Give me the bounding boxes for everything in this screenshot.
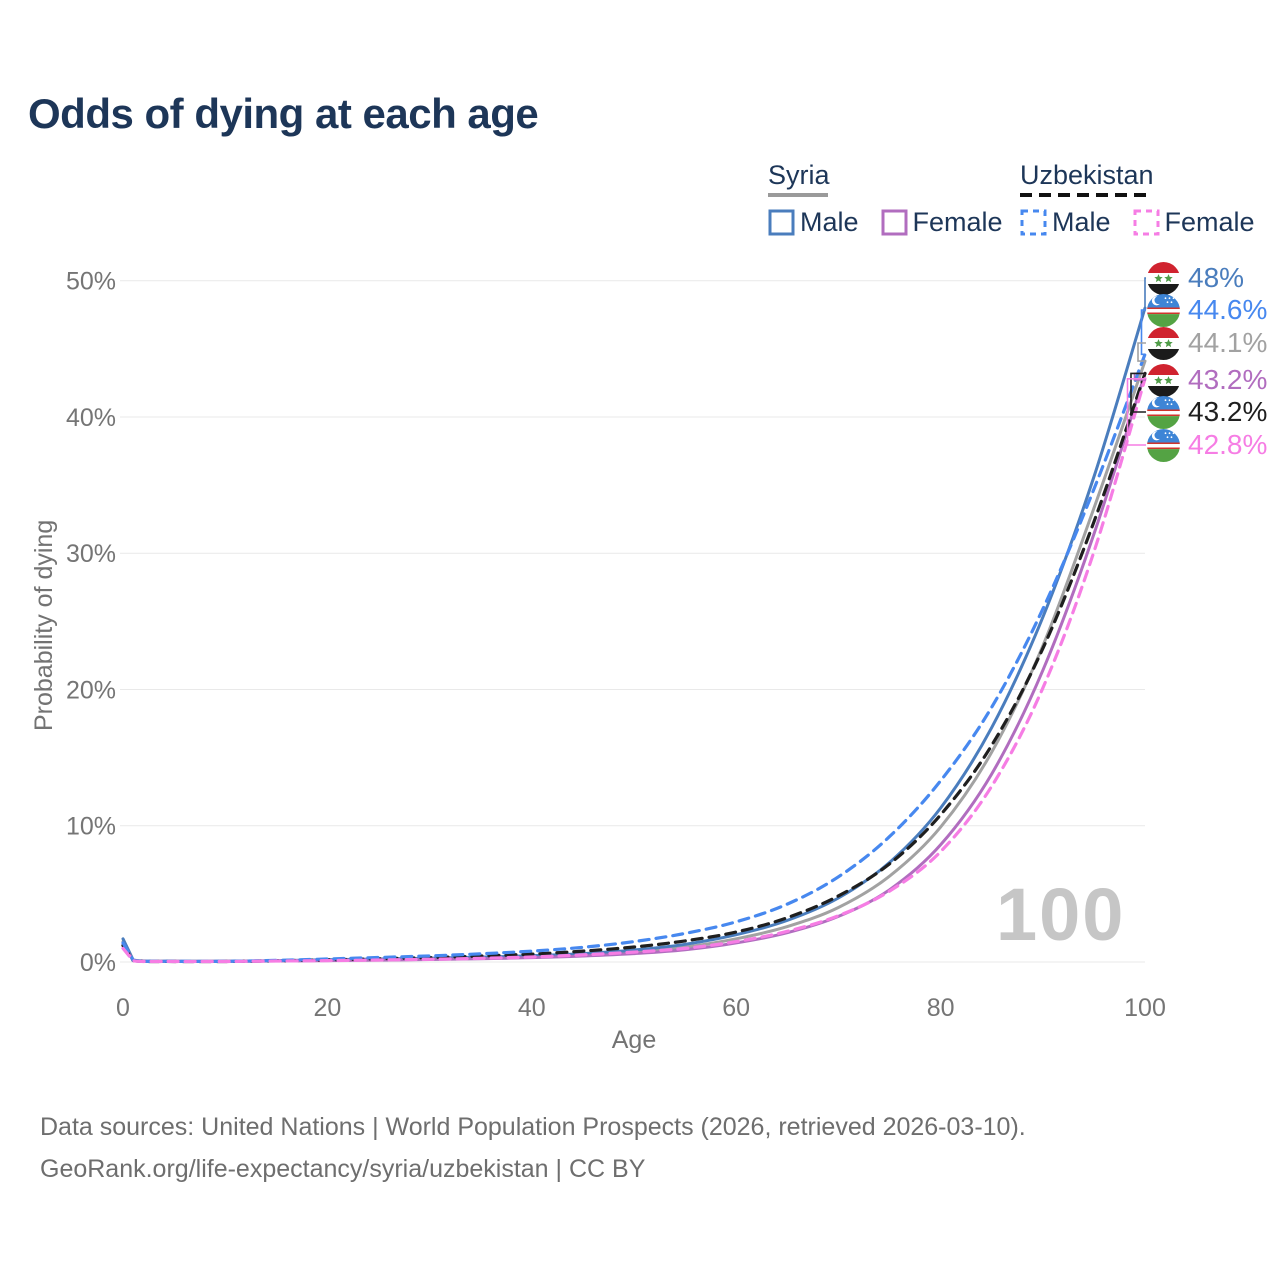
legend-title-uzbekistan[interactable]: Uzbekistan bbox=[1020, 160, 1154, 190]
end-label-connector bbox=[1126, 378, 1146, 446]
end-label-value: 43.2% bbox=[1188, 364, 1268, 395]
footer: Data sources: United Nations | World Pop… bbox=[40, 1106, 1026, 1190]
legend-group-syria: Syria Male Female bbox=[768, 160, 1025, 238]
syria-female-swatch-icon bbox=[881, 209, 908, 236]
y-tick-label: 20% bbox=[66, 676, 116, 704]
end-label-syria_male: 48% bbox=[1147, 261, 1244, 295]
uzbekistan-flag-icon bbox=[1147, 428, 1180, 462]
legend-row-uzbekistan: Male Female bbox=[1020, 207, 1277, 238]
y-tick-label: 10% bbox=[66, 813, 116, 841]
end-label-connector bbox=[1130, 372, 1146, 413]
footer-sources-line: Data sources: United Nations | World Pop… bbox=[40, 1113, 1026, 1141]
uzbekistan-flag-icon bbox=[1147, 293, 1180, 327]
legend-item-uzbekistan-female[interactable]: Female bbox=[1133, 207, 1255, 238]
series-line-syria_female[interactable] bbox=[121, 371, 1147, 963]
x-tick-label: 100 bbox=[1124, 994, 1166, 1022]
end-label-value: 44.6% bbox=[1188, 294, 1268, 325]
page-title: Odds of dying at each age bbox=[28, 90, 539, 137]
legend-item-syria-female[interactable]: Female bbox=[881, 207, 1003, 238]
legend-label: Female bbox=[912, 207, 1003, 237]
syria-flag-icon bbox=[1147, 261, 1180, 295]
series-line-uzbek_female[interactable] bbox=[121, 377, 1147, 964]
y-tick-label: 30% bbox=[66, 540, 116, 568]
footer-link-line: GeoRank.org/life-expectancy/syria/uzbeki… bbox=[40, 1155, 646, 1183]
x-axis-title: Age bbox=[611, 1026, 657, 1054]
end-label-value: 43.2% bbox=[1188, 396, 1268, 427]
uzbekistan-flag-icon bbox=[1147, 395, 1180, 429]
end-label-syria_all: 44.1% bbox=[1147, 326, 1267, 360]
legend-label: Female bbox=[1164, 207, 1255, 237]
end-label-value: 48% bbox=[1188, 262, 1245, 293]
y-tick-label: 40% bbox=[66, 404, 116, 432]
uzbekistan-female-swatch-icon bbox=[1133, 209, 1160, 236]
uzbekistan-all-line-key bbox=[1020, 193, 1148, 197]
end-label-uzbek_all: 43.2% bbox=[1147, 395, 1267, 429]
legend-item-syria-male[interactable]: Male bbox=[768, 207, 859, 238]
y-axis-title: Probability of dying bbox=[30, 519, 58, 731]
syria-flag-icon bbox=[1147, 326, 1180, 360]
x-tick-label: 0 bbox=[116, 994, 130, 1022]
end-label-uzbek_male: 44.6% bbox=[1147, 293, 1267, 327]
syria-all-line-key bbox=[768, 193, 828, 197]
series-line-syria_all[interactable] bbox=[121, 359, 1147, 963]
legend-group-uzbekistan: Uzbekistan Male Female bbox=[1020, 160, 1277, 238]
x-tick-label: 20 bbox=[313, 994, 341, 1022]
x-tick-label: 40 bbox=[518, 994, 546, 1022]
legend-label: Male bbox=[800, 207, 859, 237]
end-label-value: 44.1% bbox=[1188, 327, 1268, 358]
y-tick-label: 50% bbox=[66, 268, 116, 296]
y-tick-label: 0% bbox=[80, 949, 116, 977]
series-line-syria_male[interactable] bbox=[121, 306, 1147, 963]
legend-title-syria[interactable]: Syria bbox=[768, 160, 830, 190]
end-label-connector bbox=[1137, 342, 1146, 362]
legend-row-syria: Male Female bbox=[768, 207, 1025, 238]
x-tick-label: 80 bbox=[927, 994, 955, 1022]
end-label-connector bbox=[1144, 277, 1146, 308]
end-label-connector bbox=[1140, 309, 1146, 356]
syria-male-swatch-icon bbox=[768, 209, 795, 236]
end-label-value: 42.8% bbox=[1188, 429, 1268, 460]
hovered-age-indicator: 100 bbox=[996, 873, 1126, 956]
x-tick-label: 60 bbox=[722, 994, 750, 1022]
legend-label: Male bbox=[1052, 207, 1111, 237]
legend-item-uzbekistan-male[interactable]: Male bbox=[1020, 207, 1111, 238]
uzbekistan-male-swatch-icon bbox=[1020, 209, 1047, 236]
series-line-uzbek_all[interactable] bbox=[121, 371, 1147, 964]
end-label-syria_female: 43.2% bbox=[1147, 363, 1267, 397]
end-label-uzbek_female: 42.8% bbox=[1147, 428, 1267, 462]
syria-flag-icon bbox=[1147, 363, 1180, 397]
series-line-uzbek_male[interactable] bbox=[121, 352, 1147, 964]
